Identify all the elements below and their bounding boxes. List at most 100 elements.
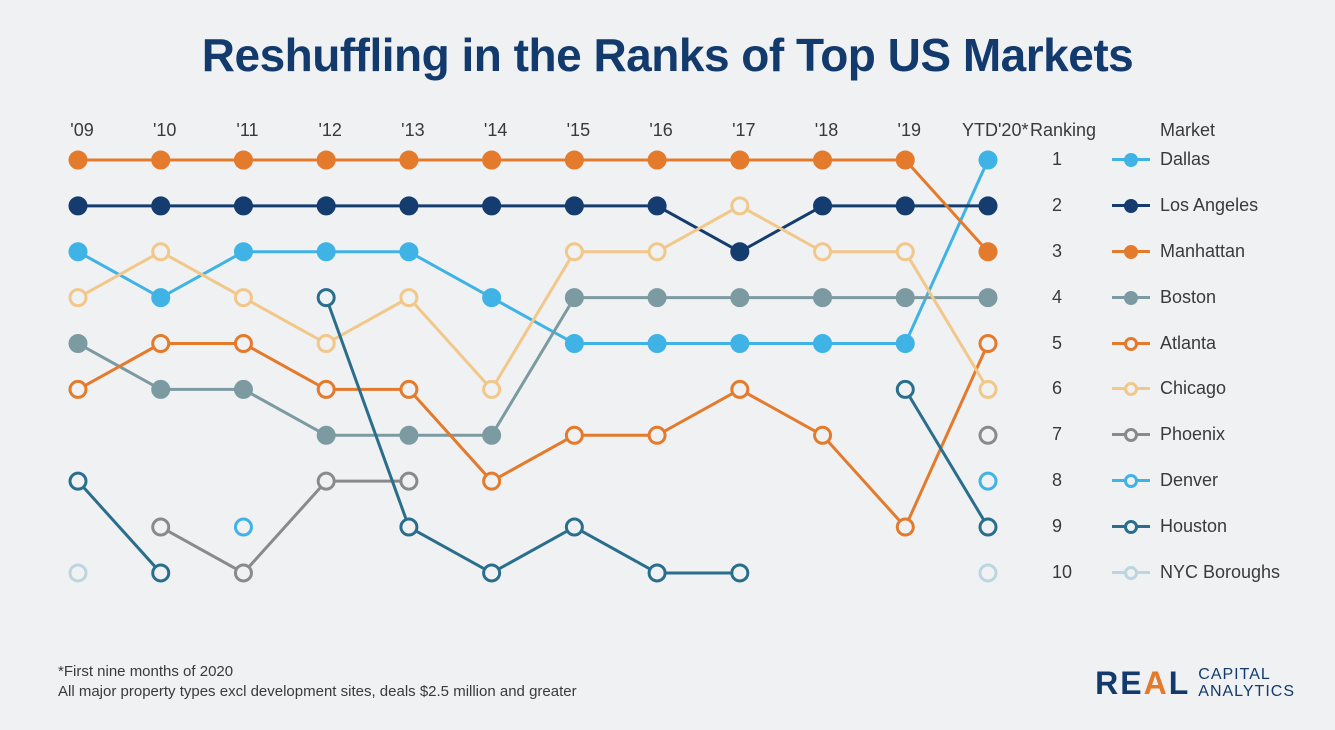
legend-label: Phoenix bbox=[1160, 424, 1225, 445]
series-marker bbox=[484, 198, 500, 214]
series-line bbox=[78, 344, 988, 528]
series-marker bbox=[318, 244, 334, 260]
x-axis-label: '16 bbox=[631, 120, 691, 141]
x-axis-label: '10 bbox=[135, 120, 195, 141]
series-marker bbox=[566, 290, 582, 306]
series-marker bbox=[732, 290, 748, 306]
series-marker bbox=[235, 290, 251, 306]
series-marker bbox=[153, 381, 169, 397]
series-marker bbox=[153, 565, 169, 581]
logo-sub-text: CAPITAL ANALYTICS bbox=[1198, 667, 1295, 701]
legend-swatch bbox=[1112, 296, 1150, 299]
x-axis-label: '14 bbox=[466, 120, 526, 141]
legend-item: Boston bbox=[1112, 287, 1216, 308]
series-marker bbox=[980, 473, 996, 489]
series-marker bbox=[401, 427, 417, 443]
legend-item: Chicago bbox=[1112, 378, 1226, 399]
series-marker bbox=[566, 198, 582, 214]
series-line bbox=[78, 206, 988, 252]
series-marker bbox=[732, 565, 748, 581]
legend-item: Manhattan bbox=[1112, 241, 1245, 262]
legend-swatch bbox=[1112, 479, 1150, 482]
legend-swatch bbox=[1112, 158, 1150, 161]
series-marker bbox=[235, 519, 251, 535]
series-marker bbox=[732, 198, 748, 214]
series-marker bbox=[153, 290, 169, 306]
series-marker bbox=[897, 519, 913, 535]
series-marker bbox=[566, 244, 582, 260]
rank-label: 4 bbox=[1052, 287, 1062, 308]
footnote-line-1: *First nine months of 2020 bbox=[58, 662, 577, 682]
series-marker bbox=[484, 565, 500, 581]
legend-marker bbox=[1124, 520, 1138, 534]
series-marker bbox=[401, 473, 417, 489]
chart-title: Reshuffling in the Ranks of Top US Marke… bbox=[0, 0, 1335, 82]
series-marker bbox=[153, 519, 169, 535]
market-header: Market bbox=[1160, 120, 1215, 141]
series-marker bbox=[318, 381, 334, 397]
series-marker bbox=[70, 336, 86, 352]
series-line bbox=[78, 481, 161, 573]
rank-label: 6 bbox=[1052, 378, 1062, 399]
legend-marker bbox=[1124, 337, 1138, 351]
legend-marker bbox=[1124, 428, 1138, 442]
x-axis-label: '12 bbox=[300, 120, 360, 141]
legend-marker bbox=[1124, 199, 1138, 213]
legend-label: Los Angeles bbox=[1160, 195, 1258, 216]
legend-swatch bbox=[1112, 342, 1150, 345]
x-axis-label: '13 bbox=[383, 120, 443, 141]
series-marker bbox=[235, 152, 251, 168]
series-marker bbox=[815, 152, 831, 168]
rank-label: 2 bbox=[1052, 195, 1062, 216]
legend-item: Phoenix bbox=[1112, 424, 1225, 445]
series-marker bbox=[980, 152, 996, 168]
legend-label: Chicago bbox=[1160, 378, 1226, 399]
series-marker bbox=[732, 244, 748, 260]
x-axis-label: '17 bbox=[714, 120, 774, 141]
series-marker bbox=[980, 519, 996, 535]
series-marker bbox=[980, 381, 996, 397]
series-marker bbox=[732, 381, 748, 397]
legend-label: Atlanta bbox=[1160, 333, 1216, 354]
legend-item: Atlanta bbox=[1112, 333, 1216, 354]
legend-swatch bbox=[1112, 525, 1150, 528]
x-axis-label: '18 bbox=[797, 120, 857, 141]
series-marker bbox=[318, 198, 334, 214]
rank-label: 1 bbox=[1052, 149, 1062, 170]
series-marker bbox=[153, 336, 169, 352]
x-axis-label: '15 bbox=[548, 120, 608, 141]
series-marker bbox=[732, 152, 748, 168]
series-marker bbox=[649, 152, 665, 168]
series-marker bbox=[815, 336, 831, 352]
legend-marker bbox=[1124, 474, 1138, 488]
series-marker bbox=[235, 244, 251, 260]
legend-label: Boston bbox=[1160, 287, 1216, 308]
series-marker bbox=[566, 336, 582, 352]
series-marker bbox=[649, 290, 665, 306]
series-marker bbox=[815, 198, 831, 214]
rank-label: 5 bbox=[1052, 333, 1062, 354]
legend-marker bbox=[1124, 382, 1138, 396]
legend-swatch bbox=[1112, 250, 1150, 253]
x-axis-label: '09 bbox=[52, 120, 112, 141]
series-marker bbox=[70, 565, 86, 581]
series-marker bbox=[401, 290, 417, 306]
footnote: *First nine months of 2020 All major pro… bbox=[58, 662, 577, 703]
series-marker bbox=[318, 427, 334, 443]
footnote-line-2: All major property types excl developmen… bbox=[58, 682, 577, 702]
legend-item: Denver bbox=[1112, 470, 1218, 491]
series-marker bbox=[318, 473, 334, 489]
series-marker bbox=[70, 244, 86, 260]
series-marker bbox=[649, 336, 665, 352]
rank-label: 10 bbox=[1052, 562, 1072, 583]
series-marker bbox=[318, 290, 334, 306]
legend-label: NYC Boroughs bbox=[1160, 562, 1280, 583]
series-marker bbox=[235, 336, 251, 352]
series-marker bbox=[70, 152, 86, 168]
legend-item: Dallas bbox=[1112, 149, 1210, 170]
series-marker bbox=[566, 519, 582, 535]
series-marker bbox=[897, 198, 913, 214]
series-marker bbox=[70, 198, 86, 214]
legend-label: Houston bbox=[1160, 516, 1227, 537]
series-marker bbox=[897, 381, 913, 397]
